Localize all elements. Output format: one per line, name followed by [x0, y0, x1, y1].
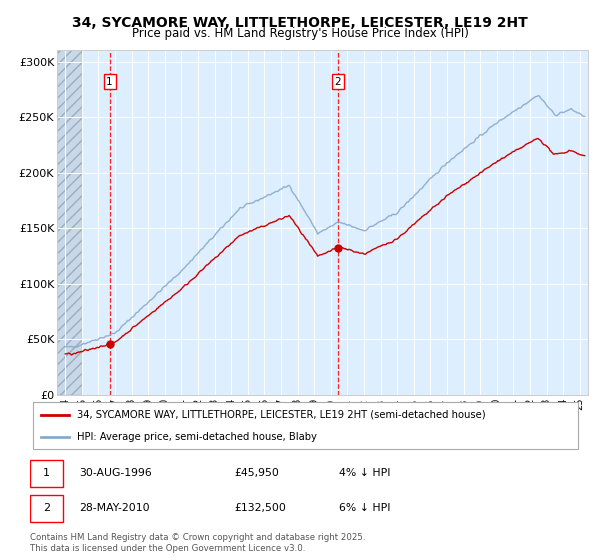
Text: 4% ↓ HPI: 4% ↓ HPI	[339, 468, 391, 478]
Text: 2: 2	[43, 503, 50, 513]
Text: Price paid vs. HM Land Registry's House Price Index (HPI): Price paid vs. HM Land Registry's House …	[131, 27, 469, 40]
Bar	[57, 50, 82, 395]
Text: 34, SYCAMORE WAY, LITTLETHORPE, LEICESTER, LE19 2HT (semi-detached house): 34, SYCAMORE WAY, LITTLETHORPE, LEICESTE…	[77, 409, 485, 419]
Text: £45,950: £45,950	[234, 468, 279, 478]
Text: 1: 1	[43, 468, 50, 478]
FancyBboxPatch shape	[30, 460, 63, 487]
Text: 28-MAY-2010: 28-MAY-2010	[80, 503, 151, 513]
Text: 2: 2	[334, 77, 341, 86]
Text: HPI: Average price, semi-detached house, Blaby: HPI: Average price, semi-detached house,…	[77, 432, 317, 442]
Text: £132,500: £132,500	[234, 503, 286, 513]
Text: Contains HM Land Registry data © Crown copyright and database right 2025.
This d: Contains HM Land Registry data © Crown c…	[30, 533, 365, 553]
FancyBboxPatch shape	[30, 495, 63, 521]
Text: 1: 1	[106, 77, 113, 86]
Text: 34, SYCAMORE WAY, LITTLETHORPE, LEICESTER, LE19 2HT: 34, SYCAMORE WAY, LITTLETHORPE, LEICESTE…	[72, 16, 528, 30]
Text: 6% ↓ HPI: 6% ↓ HPI	[339, 503, 391, 513]
FancyBboxPatch shape	[33, 403, 578, 449]
Text: 30-AUG-1996: 30-AUG-1996	[80, 468, 152, 478]
